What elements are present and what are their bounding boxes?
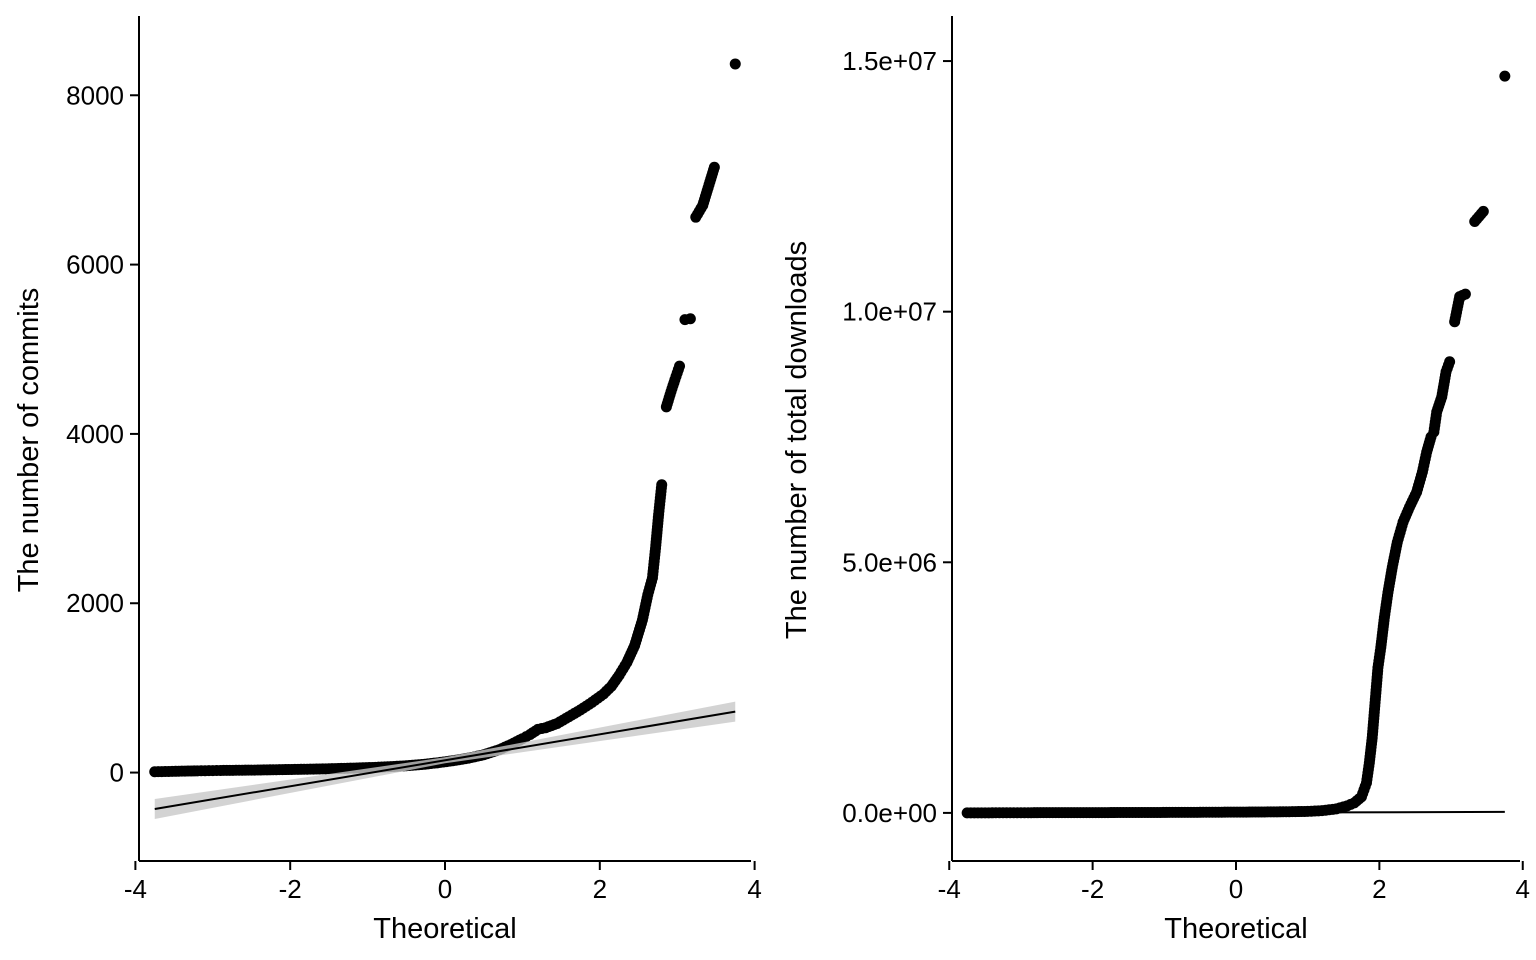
- axes-layer: -4 -2 0 2 4 0.0e+00 5.0e+06 1.0e+07 1.5e+07: [842, 16, 1530, 904]
- x-tick-label: 4: [747, 874, 761, 904]
- x-axis-title: Theoretical: [373, 913, 516, 945]
- x-axis-title: Theoretical: [1164, 913, 1307, 945]
- x-tick-label: 0: [1229, 874, 1243, 904]
- y-tick-label: 4000: [66, 419, 124, 449]
- data-point: [708, 161, 720, 173]
- data-point: [1477, 205, 1489, 217]
- x-tick-label: 0: [438, 874, 452, 904]
- data-point: [1444, 356, 1456, 368]
- axes-layer: -4 -2 0 2 4 0 2000 4000 6000 8000: [66, 16, 762, 904]
- x-tick-label: -2: [1081, 874, 1104, 904]
- x-tick-label: -4: [938, 874, 961, 904]
- y-tick-label: 2000: [66, 588, 124, 618]
- reference-line: [967, 810, 1505, 815]
- y-tick-label: 8000: [66, 80, 124, 110]
- data-point: [656, 479, 668, 491]
- data-point: [1499, 70, 1511, 82]
- y-tick-label: 0: [110, 758, 124, 788]
- reference-line: [154, 710, 736, 810]
- y-axis-title: The number of total downloads: [781, 241, 813, 639]
- y-tick-label: 5.0e+06: [842, 547, 937, 577]
- y-tick-label: 1.0e+07: [842, 297, 937, 327]
- points-layer: [149, 58, 741, 778]
- y-tick-label: 6000: [66, 250, 124, 280]
- points-layer: [961, 70, 1511, 819]
- x-tick-label: -4: [124, 874, 147, 904]
- data-point: [729, 58, 741, 70]
- y-axis-title: The number of commits: [13, 288, 45, 593]
- qq-plot-commits: -4 -2 0 2 4 0 2000 4000 6000 8000 Theoretical The…: [13, 16, 762, 945]
- reference-line-layer: [154, 701, 736, 819]
- qq-plot-downloads: -4 -2 0 2 4 0.0e+00 5.0e+06 1.0e+07 1.5e+07 Theo…: [781, 16, 1530, 945]
- y-tick-label: 0.0e+00: [842, 798, 937, 828]
- x-tick-label: 4: [1516, 874, 1530, 904]
- reference-line-layer: [967, 810, 1505, 815]
- x-tick-label: -2: [279, 874, 302, 904]
- x-tick-label: 2: [1372, 874, 1386, 904]
- x-tick-label: 2: [593, 874, 607, 904]
- data-point: [684, 313, 696, 325]
- data-point: [674, 360, 686, 372]
- data-point: [1459, 288, 1471, 300]
- y-tick-label: 1.5e+07: [842, 46, 937, 76]
